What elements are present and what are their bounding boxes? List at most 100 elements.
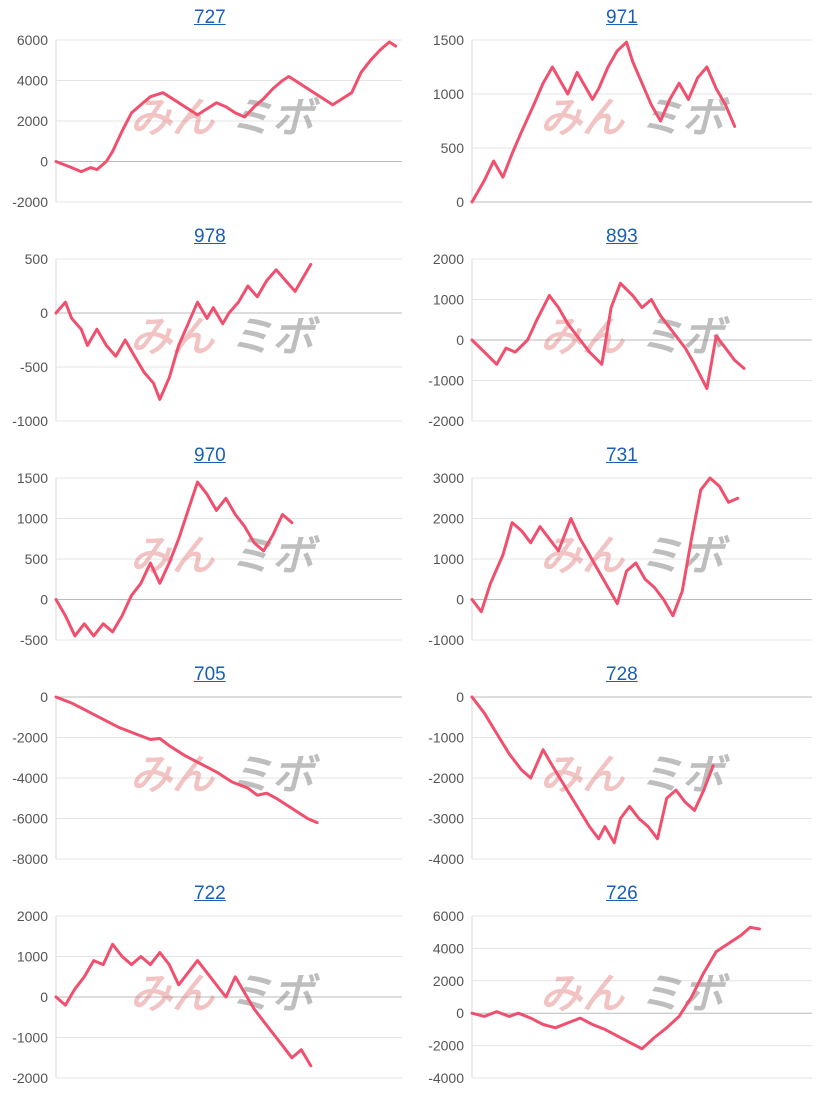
y-tick-label: 6000 [17,32,48,48]
watermark-logo: ミボ [230,531,320,580]
line-chart: -4000 -3000 -2000 -1000 0 みん ミボ [428,689,812,867]
y-tick-label: 2000 [433,251,464,267]
y-tick-label: -4000 [428,851,464,867]
line-chart: -1000 -500 0 500 みん ミボ [12,251,402,429]
series-line [470,695,715,845]
chart-panel: 728 -4000 -3000 -2000 -1000 0 みん ミボ [410,657,820,876]
y-tick-label: -6000 [12,811,48,827]
y-tick-label: -1000 [428,730,464,746]
chart-panel: 970 -500 0 500 1000 1500 みん ミボ [0,438,410,657]
y-tick-label: 0 [40,592,48,608]
y-tick-label: -500 [20,632,48,648]
y-tick-label: -2000 [12,730,48,746]
series-line [470,925,761,1051]
y-tick-label: 4000 [433,940,464,956]
y-tick-label: 500 [441,140,465,156]
watermark-logo: みん [540,750,626,799]
y-tick-label: 0 [40,305,48,321]
chart-title-link[interactable]: 731 [606,445,638,466]
watermark-logo: みん [130,312,216,361]
chart-panel: 722 -2000 -1000 0 1000 2000 みん ミボ [0,876,410,1095]
chart-title-link[interactable]: 727 [194,7,226,28]
chart-title-link[interactable]: 978 [194,226,226,247]
series-line [54,480,294,638]
y-tick-label: 0 [40,989,48,1005]
series-line [470,476,740,618]
line-chart: 0 500 1000 1500 みん ミボ [433,32,812,210]
y-tick-label: -2000 [428,1038,464,1054]
y-tick-label: 2000 [433,511,464,527]
chart-panel: 727 -2000 0 2000 4000 6000 みん ミボ [0,0,410,219]
chart-title-link[interactable]: 970 [194,445,226,466]
y-tick-label: 1000 [433,86,464,102]
y-tick-label: -2000 [12,1070,48,1086]
series-line [54,695,319,825]
y-tick-label: 0 [456,332,464,348]
y-tick-label: 0 [456,592,464,608]
watermark-logo: みん [540,531,626,580]
chart-panel: 705 -8000 -6000 -4000 -2000 0 みん ミボ [0,657,410,876]
series-line [470,40,737,204]
series-line [54,262,313,401]
chart-title-link[interactable]: 971 [606,7,638,28]
watermark-logo: ミボ [230,312,320,361]
y-tick-label: 1000 [17,511,48,527]
y-tick-label: -4000 [428,1070,464,1086]
y-tick-label: 4000 [17,73,48,89]
y-tick-label: 0 [456,689,464,705]
watermark-logo: ミボ [640,750,730,799]
y-tick-label: 500 [25,551,49,567]
y-tick-label: 6000 [433,908,464,924]
watermark-logo: ミボ [640,93,730,142]
y-tick-label: 0 [456,194,464,210]
chart-title-link[interactable]: 728 [606,664,638,685]
y-tick-label: 500 [25,251,49,267]
watermark-logo: ミボ [640,969,730,1018]
chart-panel: 731 -1000 0 1000 2000 3000 みん ミボ [410,438,820,657]
chart-panel: 971 0 500 1000 1500 みん ミボ [410,0,820,219]
y-tick-label: -500 [20,359,48,375]
watermark-logo: みん [130,750,216,799]
y-tick-label: 1000 [433,292,464,308]
chart-title-link[interactable]: 722 [194,883,226,904]
y-tick-label: 1000 [17,949,48,965]
y-tick-label: -1000 [12,413,48,429]
watermark-logo: みん [540,969,626,1018]
series-line [54,942,313,1068]
watermark-logo: みん [130,969,216,1018]
y-tick-label: 0 [456,1005,464,1021]
series-line [470,281,746,391]
y-tick-label: 3000 [433,470,464,486]
chart-title-link[interactable]: 705 [194,664,226,685]
y-tick-label: 1500 [17,470,48,486]
chart-title-link[interactable]: 726 [606,883,638,904]
y-tick-label: -4000 [12,770,48,786]
y-tick-label: -3000 [428,811,464,827]
chart-panel: 726 -4000 -2000 0 2000 4000 6000 みん ミボ [410,876,820,1095]
y-tick-label: 1000 [433,551,464,567]
series-line [54,40,398,174]
chart-panel: 893 -2000 -1000 0 1000 2000 みん ミボ [410,219,820,438]
y-tick-label: 2000 [17,908,48,924]
y-tick-label: 2000 [17,113,48,129]
y-tick-label: 0 [40,154,48,170]
watermark-logo: ミボ [230,750,320,799]
chart-title-link[interactable]: 893 [606,226,638,247]
y-tick-label: -1000 [428,373,464,389]
y-tick-label: -1000 [428,632,464,648]
y-tick-label: -2000 [12,194,48,210]
watermark-logo: みん [540,312,626,361]
y-tick-label: 1500 [433,32,464,48]
y-tick-label: -2000 [428,770,464,786]
line-chart: -8000 -6000 -4000 -2000 0 みん ミボ [12,689,402,867]
y-tick-label: -1000 [12,1030,48,1046]
y-tick-label: 2000 [433,973,464,989]
y-tick-label: -8000 [12,851,48,867]
y-tick-label: -2000 [428,413,464,429]
